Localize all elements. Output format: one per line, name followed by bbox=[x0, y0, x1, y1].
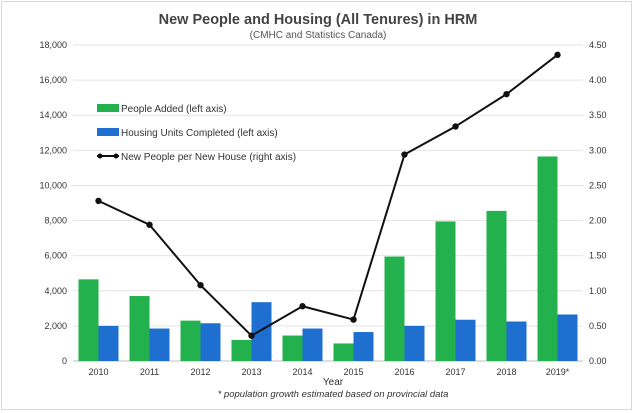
bar-housing-units bbox=[455, 319, 476, 361]
bar-people-added bbox=[78, 279, 99, 361]
right-tick-label: 1.50 bbox=[589, 251, 607, 261]
ratio-line-path bbox=[98, 54, 559, 337]
left-tick-label: 6,000 bbox=[44, 251, 67, 261]
ratio-point bbox=[452, 123, 459, 130]
x-tick-label: 2014 bbox=[292, 367, 312, 377]
right-tick-label: 2.00 bbox=[589, 216, 607, 226]
x-tick-label: 2019* bbox=[546, 367, 570, 377]
footnote: * population growth estimated based on p… bbox=[218, 389, 449, 400]
bar-housing-units bbox=[557, 314, 578, 361]
legend-swatch-people-added bbox=[97, 104, 119, 112]
ratio-point bbox=[146, 221, 153, 228]
chart-title: New People and Housing (All Tenures) in … bbox=[159, 12, 478, 28]
legend-label-people-added: People Added (left axis) bbox=[121, 104, 227, 115]
ratio-point bbox=[197, 281, 204, 289]
right-tick-label: 3.50 bbox=[589, 110, 607, 120]
x-tick-label: 2011 bbox=[140, 367, 159, 377]
bar-people-added bbox=[333, 343, 354, 361]
left-tick-label: 4,000 bbox=[44, 286, 67, 296]
right-tick-label: 4.00 bbox=[589, 75, 607, 85]
bar-people-added bbox=[486, 210, 507, 361]
right-tick-label: 2.50 bbox=[589, 180, 607, 190]
ratio-point bbox=[299, 303, 306, 310]
legend-marker-ratio bbox=[97, 153, 103, 159]
bar-housing-units bbox=[506, 321, 527, 361]
left-tick-label: 12,000 bbox=[39, 145, 67, 155]
bars bbox=[78, 156, 578, 361]
right-tick-label: 1.00 bbox=[589, 286, 607, 296]
left-tick-label: 8,000 bbox=[44, 216, 67, 226]
x-axis-ticks: 2010 2011 2012 2013 2014 2015 2016 2017 2018 2019… bbox=[88, 367, 569, 377]
left-tick-label: 0 bbox=[62, 356, 67, 366]
x-tick-label: 2013 bbox=[241, 367, 261, 377]
left-tick-label: 18,000 bbox=[39, 40, 67, 50]
right-tick-label: 0.50 bbox=[589, 321, 607, 331]
bar-people-added bbox=[282, 335, 303, 361]
ratio-point bbox=[350, 316, 357, 323]
legend-marker-ratio bbox=[113, 153, 119, 159]
ratio-point bbox=[554, 51, 561, 59]
right-tick-label: 3.00 bbox=[589, 145, 607, 155]
right-axis-ticks: 0.00 0.50 1.00 1.50 2.00 2.50 3.00 3.50 4.00 4.50 bbox=[589, 40, 607, 366]
bar-people-added bbox=[435, 221, 456, 361]
bar-people-added bbox=[231, 339, 252, 361]
right-tick-label: 4.50 bbox=[589, 40, 607, 50]
left-tick-label: 2,000 bbox=[44, 321, 67, 331]
ratio-line bbox=[95, 51, 561, 339]
bar-housing-units bbox=[404, 325, 425, 361]
x-tick-label: 2016 bbox=[394, 367, 414, 377]
legend-label-ratio: New People per New House (right axis) bbox=[121, 152, 296, 163]
bar-housing-units bbox=[353, 332, 374, 361]
chart-subtitle: (CMHC and Statistics Canada) bbox=[250, 30, 387, 41]
bar-housing-units bbox=[149, 328, 170, 361]
bar-people-added bbox=[129, 296, 150, 361]
x-tick-label: 2012 bbox=[190, 367, 210, 377]
ratio-point bbox=[248, 332, 255, 339]
legend-swatch-housing-units bbox=[97, 128, 119, 136]
right-tick-label: 0.00 bbox=[589, 356, 607, 366]
x-tick-label: 2018 bbox=[496, 367, 516, 377]
x-tick-label: 2010 bbox=[88, 367, 108, 377]
bar-housing-units bbox=[200, 323, 221, 361]
left-axis-ticks: 0 2,000 4,000 6,000 8,000 10,000 12,000 14,000 1… bbox=[39, 40, 67, 366]
bar-people-added bbox=[537, 156, 558, 361]
left-tick-label: 16,000 bbox=[39, 75, 67, 85]
x-tick-label: 2017 bbox=[445, 367, 465, 377]
ratio-point bbox=[401, 151, 408, 158]
bar-people-added bbox=[180, 320, 201, 361]
bar-people-added bbox=[384, 256, 405, 361]
bar-housing-units bbox=[251, 302, 272, 361]
ratio-point bbox=[95, 197, 102, 205]
bar-housing-units bbox=[98, 325, 119, 361]
left-tick-label: 10,000 bbox=[39, 180, 67, 190]
legend-label-housing-units: Housing Units Completed (left axis) bbox=[121, 128, 278, 139]
x-tick-label: 2015 bbox=[343, 367, 363, 377]
x-axis-title: Year bbox=[323, 377, 344, 388]
bar-housing-units bbox=[302, 328, 323, 361]
legend: People Added (left axis) Housing Units C… bbox=[97, 104, 296, 163]
left-tick-label: 14,000 bbox=[39, 110, 67, 120]
ratio-point bbox=[503, 90, 510, 98]
